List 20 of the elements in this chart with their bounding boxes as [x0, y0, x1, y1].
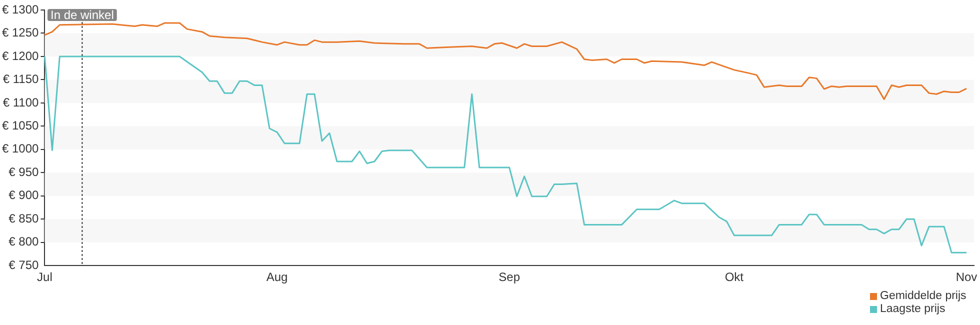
legend-label: Gemiddelde prijs: [880, 290, 966, 303]
x-tick-label: Okt: [724, 270, 744, 284]
x-tick-label: Sep: [498, 270, 520, 284]
y-tick-label: € 850: [8, 211, 40, 226]
x-tick-label: Aug: [266, 270, 288, 284]
y-tick-label: € 750: [8, 258, 40, 272]
y-tick-label: € 1050: [2, 118, 40, 132]
y-tick-label: € 950: [8, 164, 40, 179]
y-tick-label: € 1000: [2, 142, 40, 156]
x-tick-label: Nov: [956, 270, 978, 284]
y-tick-label: € 1250: [2, 26, 40, 40]
y-tick-label: € 900: [8, 188, 40, 202]
y-tick-label: € 1300: [2, 2, 40, 16]
ref-line-label: In de winkel: [50, 8, 114, 22]
y-tick-label: € 1100: [2, 95, 40, 110]
y-tick-label: € 1150: [2, 72, 40, 86]
x-tick-label: Jul: [37, 270, 52, 284]
y-tick-label: € 1200: [2, 48, 40, 63]
y-tick-label: € 800: [8, 234, 40, 249]
legend-label: Laagste prijs: [880, 303, 946, 316]
